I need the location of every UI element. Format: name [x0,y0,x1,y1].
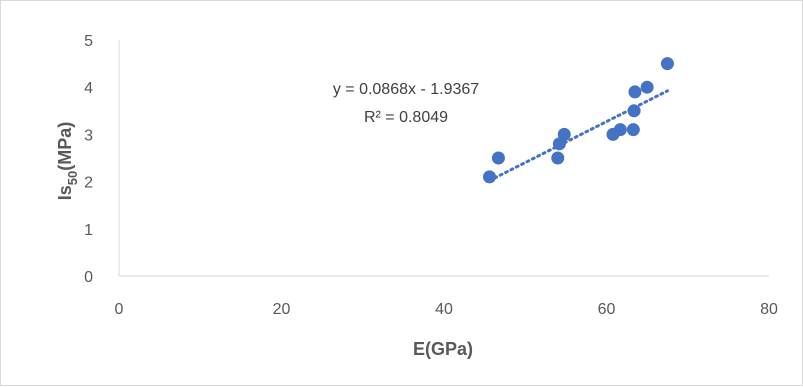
y-axis-title-subscript: 50 [65,171,80,185]
data-point [640,80,654,94]
y-tick-label: 5 [84,33,93,50]
data-point [491,151,505,165]
data-point [483,170,496,184]
data-point [627,104,641,118]
trendline-r-squared: R² = 0.8049 [364,109,448,126]
x-tick-labels: 0 20 40 60 80 [115,301,778,318]
data-points [483,57,674,184]
data-point [626,123,640,137]
y-tick-label: 1 [84,222,93,239]
data-point [660,57,674,71]
data-point [628,85,642,99]
y-axis-title-unit: (MPa) [55,122,75,171]
x-tick-label: 60 [598,301,616,318]
y-tick-label: 4 [84,80,93,97]
y-tick-labels: 0 1 2 3 4 5 [84,33,93,286]
x-tick-label: 20 [273,301,291,318]
x-tick-label: 80 [760,301,778,318]
y-axis-title-main: Is [55,185,75,200]
trendline [488,89,669,183]
y-tick-label: 3 [84,127,93,144]
y-tick-label: 2 [84,175,93,192]
x-axis-title: E(GPa) [413,339,473,359]
trendline-equation: y = 0.0868x - 1.9367 [333,81,479,98]
x-tick-label: 40 [435,301,453,318]
x-tick-label: 0 [115,301,124,318]
y-axis-title: Is50(MPa) [55,122,80,200]
data-point [613,123,627,137]
data-point [551,151,565,165]
y-tick-label: 0 [84,269,93,286]
data-point [557,127,571,141]
